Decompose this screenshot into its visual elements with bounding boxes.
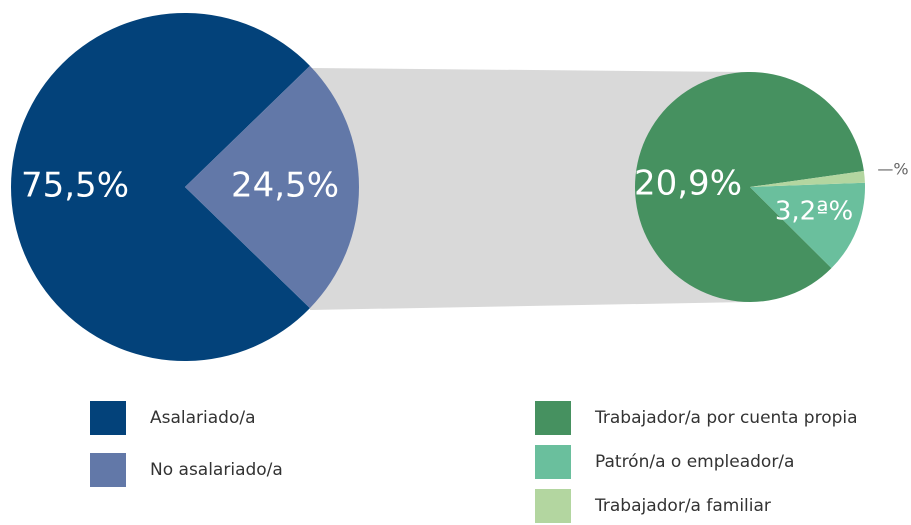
pie-slice bbox=[750, 170, 865, 187]
pie-slice bbox=[185, 65, 360, 309]
pie-slice bbox=[10, 13, 310, 362]
connector-band bbox=[310, 68, 748, 310]
pie-slice bbox=[750, 182, 865, 269]
legend-swatch bbox=[90, 453, 126, 487]
pie-slice bbox=[635, 72, 864, 303]
value-label: 3,2ª% bbox=[775, 197, 853, 227]
value-label: —% bbox=[877, 160, 908, 179]
legend-label: Trabajador/a por cuenta propia bbox=[594, 408, 858, 428]
legend-label: Trabajador/a familiar bbox=[594, 496, 771, 516]
value-label: 24,5% bbox=[231, 166, 339, 206]
legend-swatch bbox=[535, 489, 571, 523]
value-label: 20,9% bbox=[634, 164, 742, 204]
legend-swatch bbox=[535, 445, 571, 479]
legend-swatch bbox=[90, 401, 126, 435]
legend-label: No asalariado/a bbox=[150, 460, 283, 480]
legend-label: Asalariado/a bbox=[150, 408, 256, 428]
legend-label: Patrón/a o empleador/a bbox=[595, 452, 794, 472]
value-label: 75,5% bbox=[21, 166, 129, 206]
legend-swatch bbox=[535, 401, 571, 435]
